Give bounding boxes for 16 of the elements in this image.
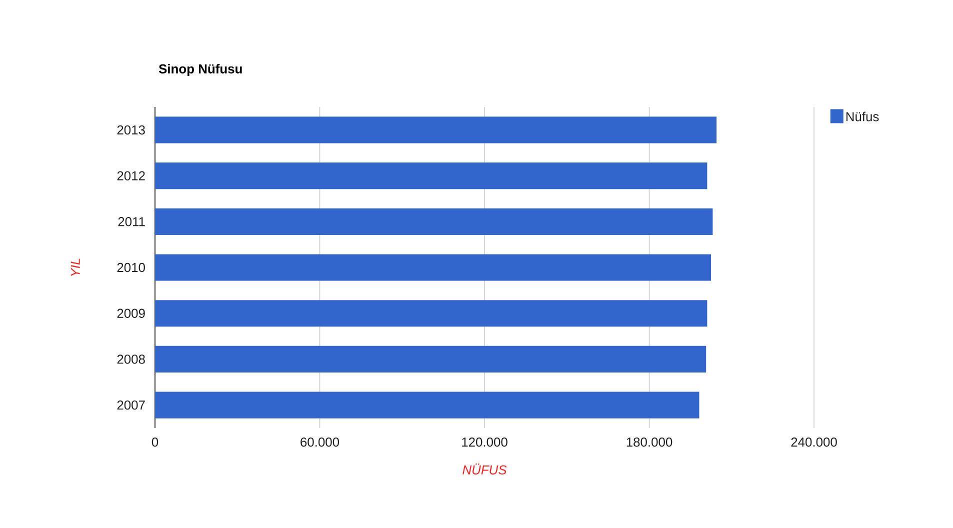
x-axis-title: NÜFUS	[462, 464, 507, 474]
x-tick-label: 0	[152, 438, 158, 447]
x-tick-label: 60.000	[300, 438, 340, 447]
legend-label: Nüfus	[846, 112, 879, 122]
y-tick-label: 2007	[117, 400, 145, 410]
x-tick-label: 240.000	[791, 438, 837, 447]
y-axis-title: YIL	[70, 258, 80, 276]
y-tick-label: 2009	[117, 308, 145, 318]
y-tick-label: 2012	[117, 171, 145, 180]
chart-title: Sinop Nüfusu	[158, 64, 242, 76]
x-tick-label: 180.000	[626, 438, 672, 447]
x-tick-label: 120.000	[462, 438, 508, 447]
y-tick-label: 2008	[117, 354, 145, 364]
y-tick-label: 2011	[118, 217, 145, 226]
y-tick-label: 2013	[117, 125, 145, 135]
y-tick-label: 2010	[117, 262, 145, 272]
